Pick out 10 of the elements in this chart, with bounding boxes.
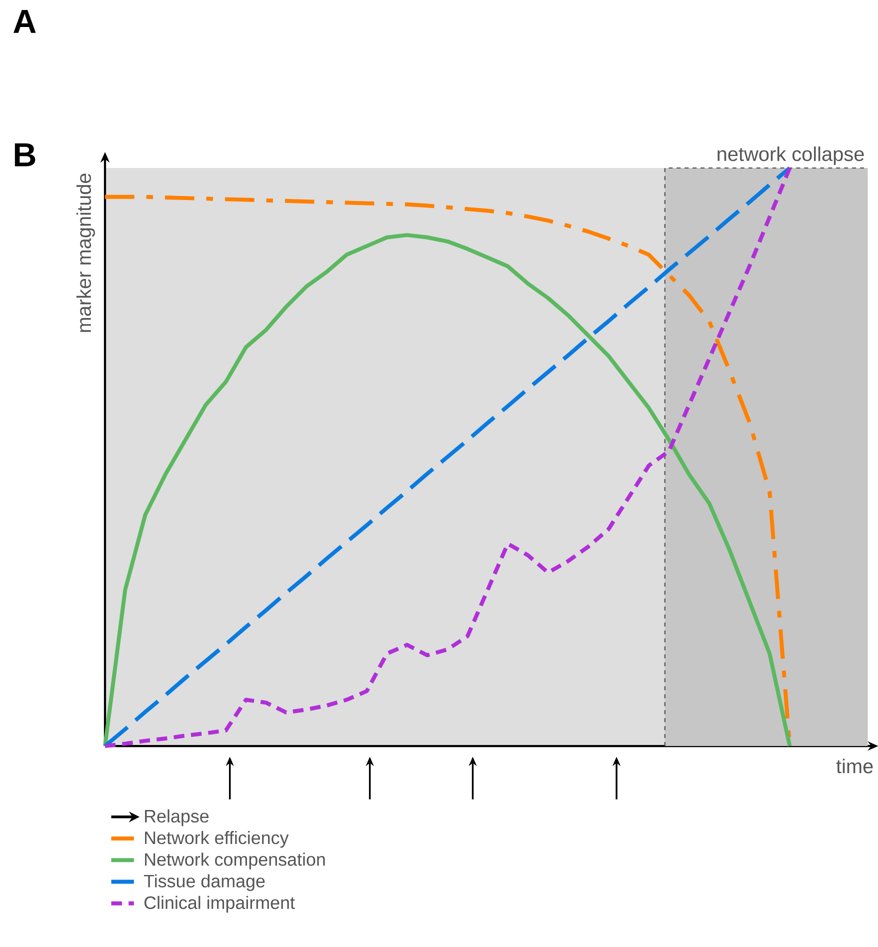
text: Relapse <box>145 809 209 826</box>
text: B <box>14 143 36 166</box>
y-axis-title: marker magnitude <box>76 174 95 332</box>
legend-label: Network efficiency <box>145 831 289 848</box>
text: A <box>14 10 36 33</box>
legend-label: Network compensation <box>145 852 325 870</box>
legend-label: Clinical impairment <box>144 896 295 913</box>
legend-label: Tissue damage <box>144 874 265 892</box>
x-axis-title: time <box>836 758 873 774</box>
text: network collapse <box>718 146 864 166</box>
